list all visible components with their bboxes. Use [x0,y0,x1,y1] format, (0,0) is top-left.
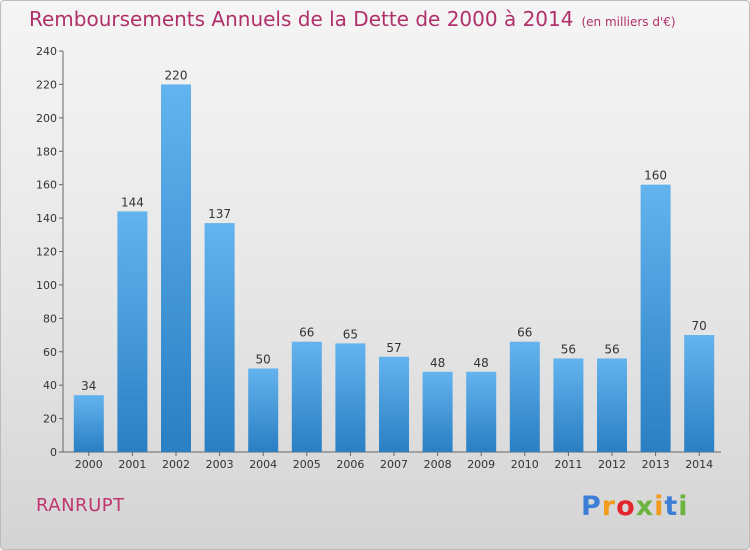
data-label-2002: 220 [165,68,188,82]
y-tick-label: 180 [36,145,57,158]
bar-2012 [597,358,627,452]
x-tick-label: 2011 [554,458,582,471]
bar-2001 [117,211,148,452]
y-tick-label: 0 [50,446,57,459]
y-tick-label: 120 [36,246,57,259]
bar-2006 [335,343,366,452]
x-tick-label: 2012 [598,458,626,471]
y-tick-label: 80 [43,312,57,325]
bars [73,84,715,453]
data-label-2011: 56 [561,342,576,356]
y-tick-label: 100 [36,279,57,292]
x-tick-label: 2007 [380,458,408,471]
y-tick-label: 160 [36,179,57,192]
data-label-2000: 34 [81,379,96,393]
commune-name: RANRUPT [36,495,125,516]
data-label-2008: 48 [430,356,445,370]
data-label-2007: 57 [386,341,401,355]
y-tick-label: 20 [43,413,57,426]
bar-2010 [509,341,540,452]
data-label-2004: 50 [256,352,271,366]
y-tick-label: 220 [36,78,57,91]
data-label-2001: 144 [121,195,144,209]
x-tick-label: 2006 [336,458,364,471]
bar-2009 [466,371,497,452]
chart-subtitle: (en milliers d'€) [581,15,676,29]
y-tick-label: 200 [36,112,57,125]
data-label-2014: 70 [692,319,707,333]
y-tick-label: 240 [36,45,57,58]
bar-2004 [248,368,279,452]
data-label-2005: 66 [299,326,314,340]
bar-2002 [161,84,191,453]
proxiti-logo[interactable]: Proxiti [581,491,689,522]
bar-2003 [204,223,235,452]
x-tick-label: 2000 [75,458,103,471]
y-tick-label: 60 [43,346,57,359]
y-tick-label: 40 [43,379,57,392]
chart-title-text: Remboursements Annuels de la Dette de 20… [29,7,574,31]
bar-2007 [379,356,409,452]
data-label-2010: 66 [517,326,532,340]
bar-2014 [684,335,715,452]
y-tick-label: 140 [36,212,57,225]
x-tick-label: 2002 [162,458,190,471]
bar-2011 [553,358,584,452]
data-label-2012: 56 [604,342,619,356]
x-tick-label: 2010 [511,458,539,471]
bar-2005 [291,341,322,452]
data-label-2006: 65 [343,327,358,341]
chart-title: Remboursements Annuels de la Dette de 20… [29,7,676,31]
data-labels: 34 144 220 137 50 66 65 57 48 48 66 56 56 160 70 [81,68,707,393]
x-tick-label: 2014 [685,458,713,471]
bar-2000 [73,395,104,452]
data-label-2009: 48 [474,356,489,370]
data-label-2003: 137 [208,207,231,221]
data-label-2013: 160 [644,169,667,183]
x-tick-label: 2001 [118,458,146,471]
x-tick-label: 2004 [249,458,277,471]
x-tick-label: 2013 [642,458,670,471]
x-tick-label: 2003 [206,458,234,471]
bar-2013 [640,184,671,452]
x-tick-label: 2009 [467,458,495,471]
bar-2008 [422,371,453,452]
x-tick-label: 2005 [293,458,321,471]
axes: 0 20 40 60 80 100 120 140 160 180 200 220 240 2000 200… [36,45,721,471]
x-tick-label: 2008 [424,458,452,471]
